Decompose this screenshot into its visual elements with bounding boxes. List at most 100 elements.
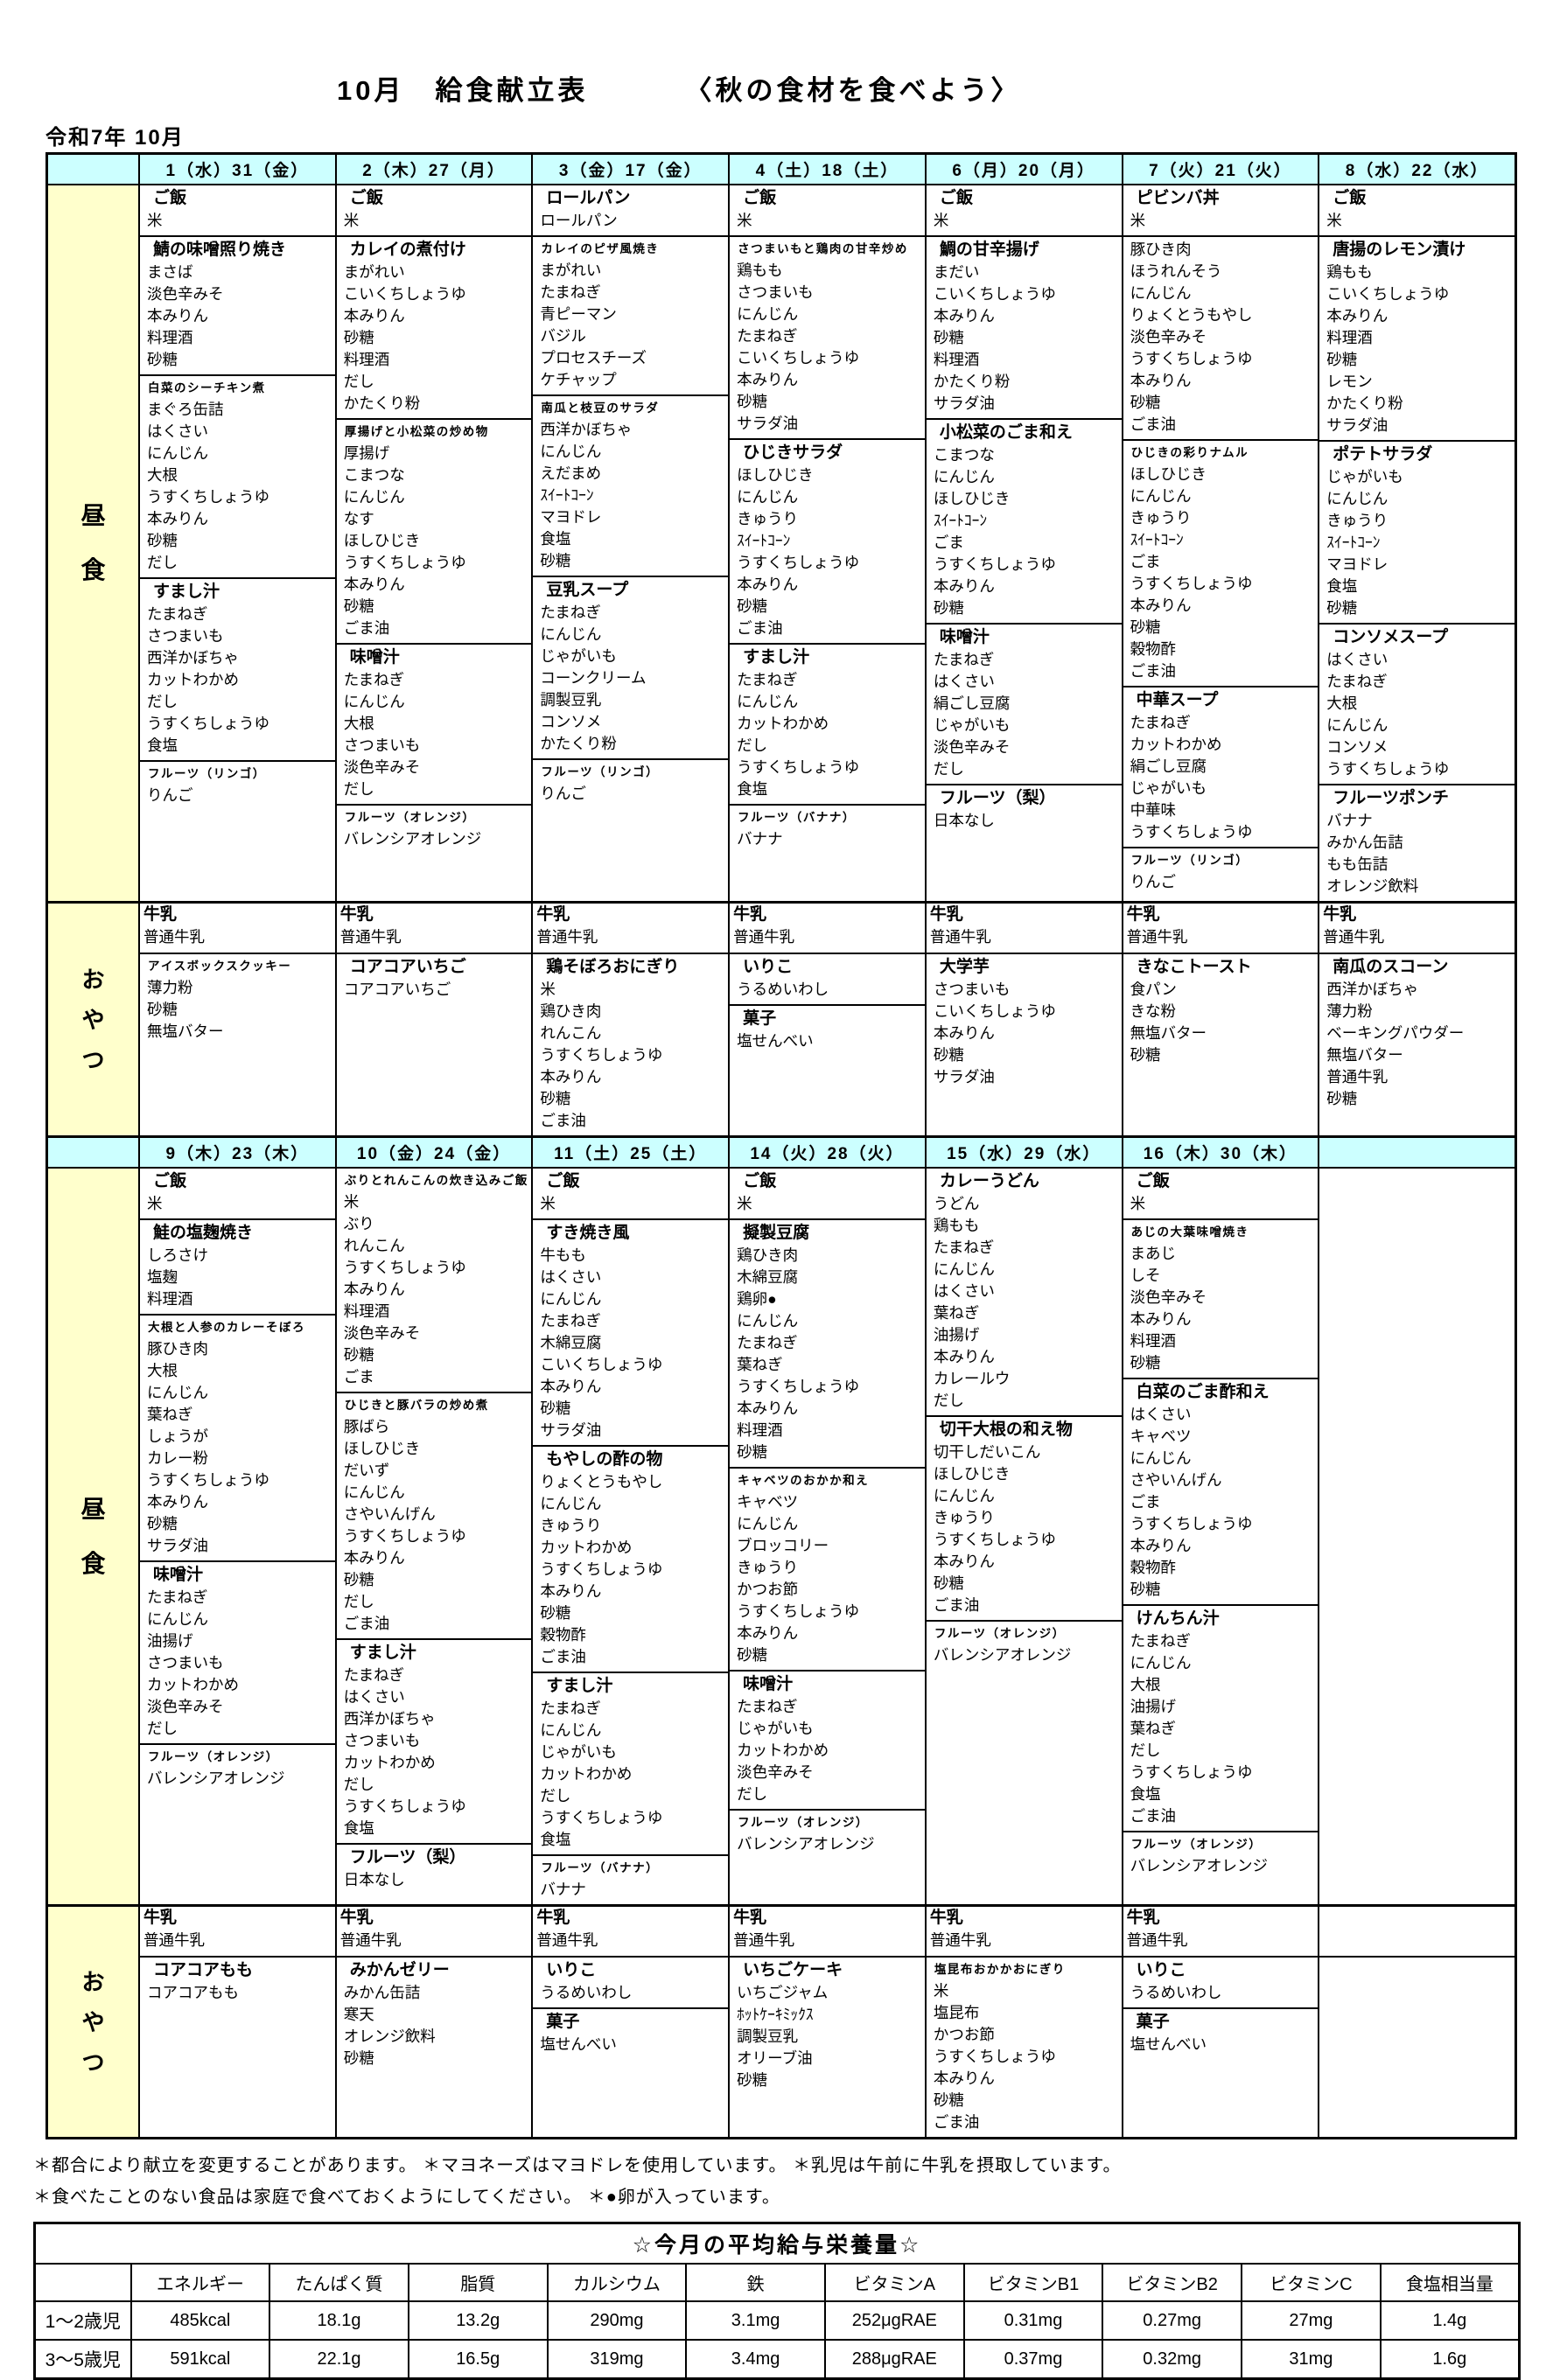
ingredient: 本みりん <box>147 510 208 527</box>
dish-title: ご飯 <box>153 189 187 207</box>
ingredient: だし <box>343 373 374 390</box>
snack-cell: 大学芋 さつまいも こいくちしょうゆ 本みりん 砂糖 サラダ油 <box>924 953 1122 1135</box>
nutrition-column-header: エネルギー <box>129 2263 271 2302</box>
ingredient: ほしひじき <box>343 532 421 549</box>
ingredient: 米 <box>933 212 949 229</box>
page-subtitle: 〈秋の食材を食べよう〉 <box>684 75 1022 106</box>
ingredient: 砂糖 <box>737 2071 768 2089</box>
dish-block: アイスボックスクッキー 薄力粉 砂糖 無塩バター <box>140 954 335 1135</box>
ingredient: にんじん <box>540 1290 602 1308</box>
nutrition-row: 3～5歳児 591kcal 22.1g 16.5g 319mg 3.4mg 288μgRAE… <box>33 2339 1521 2380</box>
ingredient: だし <box>737 1785 768 1803</box>
ingredient: にんじん <box>343 693 405 710</box>
ingredient: ごま油 <box>1130 662 1177 680</box>
dish-title: ご飯 <box>349 189 383 207</box>
day-lunch-cell: ご飯米さつまいもと鶏肉の甘辛炒め 鶏もも さつまいも にんじん たまねぎ こいくちしょうゆ… <box>728 185 925 901</box>
era-month-label: 令和7年 10月 <box>45 126 185 150</box>
ingredient: 料理酒 <box>933 351 980 368</box>
ingredient: りんご <box>1130 873 1177 890</box>
ingredient: にんじん <box>933 1260 995 1278</box>
dish-title: 白菜のシーチキン煮 <box>148 381 266 394</box>
ingredient: はくさい <box>147 422 208 440</box>
ingredient: コンソメ <box>540 713 602 730</box>
dish-title: 味噌汁 <box>939 628 990 646</box>
ingredient: 米 <box>1326 212 1342 229</box>
dish-block: いりこ うるめいわし <box>730 954 925 1004</box>
nutrition-value: 0.32mg <box>1102 2339 1242 2380</box>
ingredient: 無塩バター <box>1326 1046 1403 1064</box>
ingredient: カットわかめ <box>737 1741 829 1759</box>
ingredient: にんじん <box>737 1312 799 1330</box>
ingredient: 料理酒 <box>1130 1332 1177 1350</box>
dish-title: フルーツポンチ <box>1333 789 1449 807</box>
ingredient: きゅうり <box>540 1517 602 1534</box>
ingredient: サラダ油 <box>933 1068 995 1085</box>
dish-title: 大学芋 <box>939 958 990 976</box>
lunch-label-text: 昼食 <box>80 1495 106 1577</box>
milk-item: 普通牛乳 <box>1323 928 1385 946</box>
ingredient: 砂糖 <box>1130 394 1161 411</box>
dish-block: 菓子 塩せんべい <box>1123 2007 1319 2137</box>
dish-block: すまし汁 たまねぎ はくさい 西洋かぼちゃ さつまいも カットわかめ だし うすくちしょうゆ食… <box>336 1638 532 1843</box>
menu-table-half-1: 1（水）31（金） 2（木）27（月） 3（金）17（金） 4（土）18（土） 6（月）… <box>45 152 1517 1138</box>
ingredient: ほしひじき <box>933 1465 1011 1483</box>
dish-block: すまし汁 たまねぎ さつまいも 西洋かぼちゃ カットわかめ だし うすくちしょうゆ 食塩 <box>140 577 335 760</box>
day-header: 8（水）22（水） <box>1318 155 1515 185</box>
ingredient: 砂糖 <box>343 2049 374 2067</box>
dish-title: 菓子 <box>546 2013 580 2031</box>
ingredient: 米 <box>540 1195 556 1212</box>
dish-title: アイスボックスクッキー <box>148 960 292 973</box>
ingredient: こいくちしょうゆ <box>1326 285 1450 303</box>
ingredient: しょうが <box>147 1427 208 1445</box>
ingredient: ベーキングパウダー <box>1326 1024 1465 1042</box>
ingredient: 本みりん <box>737 371 799 388</box>
ingredient: サラダ油 <box>1326 416 1389 434</box>
ingredient: うすくちしょうゆ <box>737 1378 860 1395</box>
ingredient: にんじん <box>1326 716 1389 734</box>
ingredient: 砂糖 <box>737 1646 768 1664</box>
day-header <box>1318 1138 1515 1169</box>
ingredient: こいくちしょうゆ <box>540 1356 663 1373</box>
ingredient: 油揚げ <box>933 1326 980 1344</box>
ingredient: 砂糖 <box>933 1046 964 1064</box>
ingredient: 淡色辛みそ <box>343 1324 421 1342</box>
ingredient: かたくり粉 <box>343 394 421 412</box>
menu-table-half-2: 9（木）23（木） 10（金）24（金） 11（土）25（土） 14（火）28（火） 1… <box>45 1138 1517 2139</box>
dish-title: ご飯 <box>1136 1172 1170 1190</box>
ingredient: りんご <box>540 785 586 802</box>
nutrition-value: 1.6g <box>1379 2339 1521 2380</box>
ingredient: にんじん <box>343 1483 405 1501</box>
ingredient: はくさい <box>343 1688 405 1706</box>
ingredient: 本みりん <box>737 576 799 593</box>
ingredient: 本みりん <box>1130 372 1192 389</box>
dish-block: 南瓜のスコーン 西洋かぼちゃ 薄力粉 ベーキングパウダー 無塩バター 普通牛乳 砂糖 <box>1319 954 1515 1135</box>
ingredient: にんじん <box>343 488 405 506</box>
ingredient: 砂糖 <box>933 1574 964 1592</box>
ingredient: しろさけ <box>147 1246 208 1264</box>
day-header: 16（木）30（木） <box>1121 1138 1319 1169</box>
ingredient: サラダ油 <box>147 1537 208 1554</box>
ingredient: 砂糖 <box>540 1090 571 1107</box>
ingredient: プロセスチーズ <box>540 349 647 366</box>
milk-title: 牛乳 <box>536 905 570 924</box>
ingredient: ごま油 <box>933 1596 980 1614</box>
ingredient: ごま油 <box>343 619 390 637</box>
dish-title: 小松菜のごま和え <box>939 423 1073 442</box>
nutrition-value: 3.1mg <box>685 2300 826 2341</box>
ingredient: うすくちしょうゆ <box>737 554 860 571</box>
ingredient: 砂糖 <box>1326 1090 1358 1107</box>
dish-block: 厚揚げと小松菜の炒め物 厚揚げ こまつな にんじん なす ほしひじき うすくちしょうゆ 本みり… <box>336 418 532 643</box>
ingredient: ごま <box>1130 553 1161 570</box>
ingredient: バレンシアオレンジ <box>343 830 482 848</box>
dish-title: すまし汁 <box>546 1677 613 1695</box>
ingredient: まぐろ缶詰 <box>147 401 224 418</box>
ingredient: なす <box>343 510 374 527</box>
ingredient: 砂糖 <box>933 329 964 346</box>
ingredient: たまねぎ <box>343 1666 405 1684</box>
dish-block: すまし汁 たまねぎ にんじん カットわかめ だし うすくちしょうゆ 食塩 <box>730 643 925 804</box>
ingredient: れんこん <box>343 1237 405 1254</box>
ingredient: ごま油 <box>1130 1807 1177 1825</box>
ingredient: まがれい <box>540 262 602 279</box>
ingredient: 牛もも <box>540 1246 586 1264</box>
milk-title: 牛乳 <box>339 1909 374 1927</box>
